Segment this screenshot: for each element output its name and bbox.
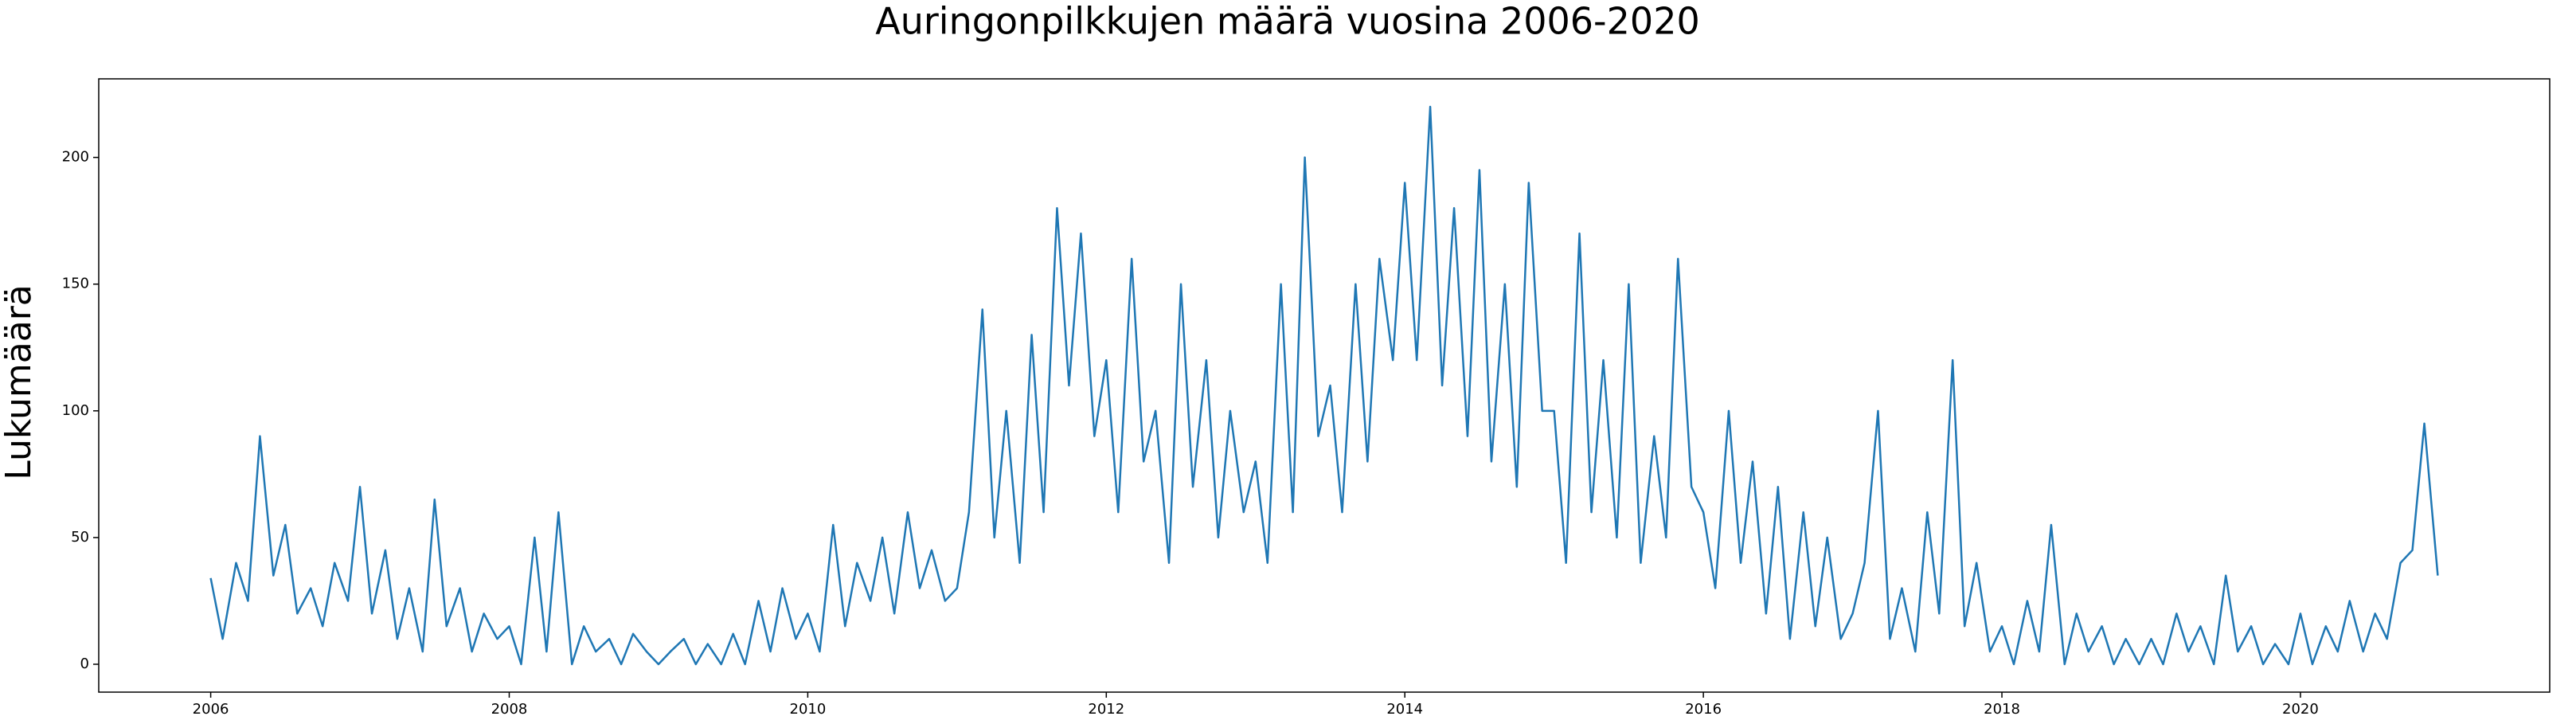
data-line <box>209 105 2439 666</box>
x-tick-label: 2018 <box>1984 701 2020 718</box>
chart-title: Auringonpilkkujen määrä vuosina 2006-202… <box>875 0 1699 43</box>
y-tick-label: 150 <box>62 276 89 292</box>
y-tick-label: 100 <box>62 402 89 419</box>
y-tick-label: 50 <box>71 529 89 546</box>
plot-frame <box>98 78 2551 693</box>
x-tick-label: 2010 <box>790 701 827 718</box>
x-tick-label: 2012 <box>1088 701 1124 718</box>
x-tick-label: 2020 <box>2282 701 2319 718</box>
x-tick-label: 2014 <box>1386 701 1423 718</box>
y-tick-label: 0 <box>80 655 89 672</box>
x-tick-label: 2008 <box>491 701 528 718</box>
y-axis-label: Lukumäärä <box>0 284 39 479</box>
y-tick-label: 200 <box>62 149 89 166</box>
x-tick-label: 2016 <box>1685 701 1722 718</box>
x-tick-label: 2006 <box>193 701 229 718</box>
